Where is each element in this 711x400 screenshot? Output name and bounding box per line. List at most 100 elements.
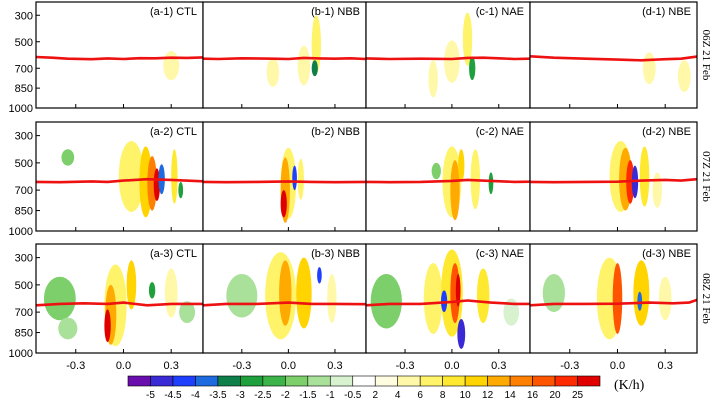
colorbar-swatch xyxy=(127,375,151,387)
x-tick-label: -0.3 xyxy=(396,360,415,372)
contour-blob xyxy=(462,12,473,66)
contour-blob xyxy=(126,260,137,310)
panel-content xyxy=(203,122,366,231)
colorbar-label: 8 xyxy=(440,390,446,400)
panel-content xyxy=(530,122,697,231)
colorbar-swatch xyxy=(532,375,556,387)
y-tick-label: 700 xyxy=(15,63,33,75)
contour-blob xyxy=(147,156,157,211)
contour-blob xyxy=(118,141,145,212)
contour-blob xyxy=(652,172,663,208)
contour-blob xyxy=(179,301,196,324)
contour-blob xyxy=(266,57,280,87)
panel-label: (b-2) NBB xyxy=(311,126,360,138)
zero-contour-line xyxy=(530,177,697,184)
panel-content xyxy=(36,122,203,231)
contour-blob xyxy=(317,267,322,284)
colorbar-label: 14 xyxy=(505,390,517,400)
contour-blob xyxy=(311,60,318,77)
zero-contour-line xyxy=(203,301,366,307)
colorbar-swatch xyxy=(195,375,219,387)
colorbar-label: -4.5 xyxy=(164,390,182,400)
contour-blob xyxy=(677,60,691,93)
panel-label: (c-2) NAE xyxy=(476,126,524,138)
contour-blob xyxy=(327,273,337,324)
panel-label: (a-1) CTL xyxy=(150,6,197,18)
contour-blob xyxy=(61,149,75,166)
panel-content xyxy=(366,244,530,353)
zero-contour-line xyxy=(366,299,530,307)
panel-label: (d-1) NBE xyxy=(642,6,691,18)
colorbar-swatch xyxy=(352,375,376,387)
panel-label: (d-2) NBE xyxy=(642,126,691,138)
contour-blob xyxy=(226,273,258,318)
colorbar-label: 16 xyxy=(527,390,539,400)
y-tick-label: 1000 xyxy=(9,348,33,360)
colorbar-label: -2 xyxy=(281,390,290,400)
y-tick-label: 500 xyxy=(15,280,33,292)
zero-contour-line xyxy=(203,56,366,61)
x-tick-label: 0.0 xyxy=(281,360,296,372)
panel-label: (c-1) NAE xyxy=(476,6,524,18)
panel-label: (a-3) CTL xyxy=(150,248,197,260)
row-label: 06Z 21 Feb xyxy=(700,30,711,81)
contour-blob xyxy=(476,268,490,324)
contour-blob xyxy=(633,260,650,326)
panel-label: (c-3) NAE xyxy=(476,248,524,260)
colorbar-swatch xyxy=(329,375,354,387)
contour-blob xyxy=(503,298,520,326)
contour-blob xyxy=(280,190,287,218)
colorbar-swatch xyxy=(374,375,399,387)
contour-blob xyxy=(450,160,460,221)
contour-blob xyxy=(458,149,465,182)
contour-blob xyxy=(612,263,623,334)
x-tick-label: 0.3 xyxy=(164,360,179,372)
panel-content xyxy=(366,2,530,108)
colorbar-label: 2 xyxy=(372,390,378,400)
zero-contour-line xyxy=(530,55,697,62)
panel-content xyxy=(36,2,203,108)
panel-background xyxy=(203,2,366,108)
colorbar-swatch xyxy=(577,375,601,387)
colorbar-swatch xyxy=(397,375,421,387)
colorbar-label: 25 xyxy=(572,390,584,400)
zero-contour-line xyxy=(36,177,203,184)
y-tick-label: 850 xyxy=(15,328,33,340)
contour-blob xyxy=(428,60,438,98)
x-tick-label: 0.0 xyxy=(444,360,459,372)
contour-blob xyxy=(297,45,311,86)
y-tick-label: 300 xyxy=(15,253,33,265)
contour-blob xyxy=(469,56,476,81)
x-tick-label: -0.3 xyxy=(232,360,251,372)
colorbar-label: -5 xyxy=(146,390,155,400)
contour-blob xyxy=(457,318,466,349)
panel-label: (b-1) NBB xyxy=(311,6,360,18)
panel-label: (a-2) CTL xyxy=(150,126,197,138)
contour-blob xyxy=(444,40,460,83)
colorbar-swatch xyxy=(240,375,264,387)
contour-blob xyxy=(279,260,292,326)
colorbar-swatch xyxy=(262,375,286,387)
y-tick-label: 850 xyxy=(15,83,33,95)
x-tick-label: 0.0 xyxy=(116,360,131,372)
y-tick-label: 300 xyxy=(15,131,33,143)
colorbar-swatch xyxy=(217,375,241,387)
colorbar-label: -1.5 xyxy=(299,390,317,400)
panel-frame xyxy=(529,121,698,232)
contour-blob xyxy=(370,273,402,329)
contour-blob xyxy=(171,149,178,204)
colorbar-swatch xyxy=(442,375,466,387)
panel-label: (d-3) NBE xyxy=(642,248,691,260)
panel-content xyxy=(36,244,203,353)
x-tick-label: -0.3 xyxy=(66,360,85,372)
contour-blob xyxy=(642,52,656,85)
colorbar-label: 4 xyxy=(395,390,401,400)
y-tick-label: 1000 xyxy=(9,103,33,115)
colorbar-swatch xyxy=(554,375,578,387)
contour-blob xyxy=(153,168,161,202)
x-tick-label: 0.0 xyxy=(610,360,625,372)
colorbar-label: -3 xyxy=(236,390,245,400)
colorbar-label: 20 xyxy=(549,390,561,400)
colorbar-label: 10 xyxy=(460,390,472,400)
